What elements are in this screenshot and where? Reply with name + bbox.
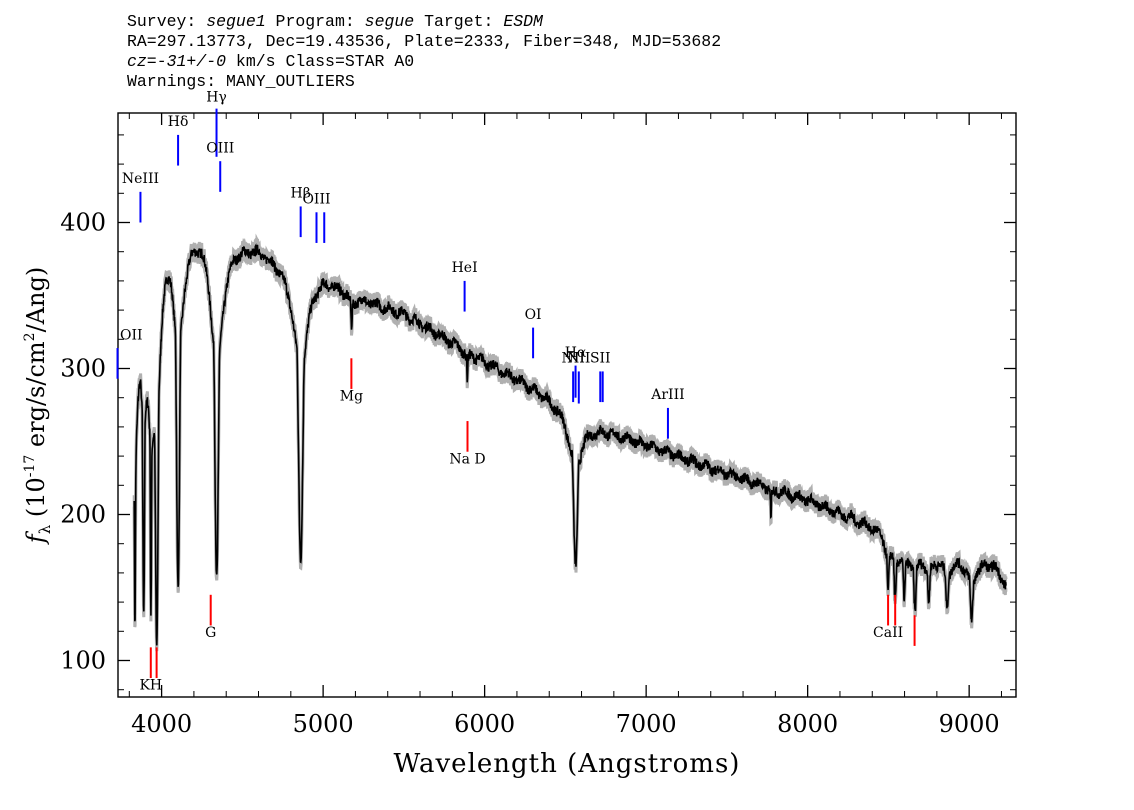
absorption-line-label: CaII — [873, 625, 903, 641]
target-value: ESDM — [503, 12, 543, 31]
y-tick-label: 100 — [60, 647, 106, 675]
program-value: segue — [364, 12, 415, 31]
target-label: Target: — [414, 12, 504, 31]
absorption-line-label: Na D — [449, 451, 485, 467]
emission-line-label: OII — [120, 327, 143, 343]
emission-line-label: OIII — [206, 140, 234, 156]
y-tick-label: 200 — [60, 501, 106, 529]
y-label-mid: erg/s/cm — [22, 341, 50, 455]
coordinates-line: RA=297.13773, Dec=19.43536, Plate=2333, … — [127, 32, 722, 51]
emission-line-label: NII — [567, 351, 590, 367]
y-tick-label: 400 — [60, 209, 106, 237]
emission-line-label: Hα — [565, 345, 587, 361]
cz-value: cz=-31+/-0 — [127, 52, 227, 71]
emission-line-label: NII — [561, 351, 584, 367]
emission-line-label: SII — [590, 351, 611, 367]
x-tick-label: 6000 — [454, 710, 515, 738]
plot-frame — [117, 112, 1017, 698]
absorption-line-label: G — [205, 625, 216, 641]
emission-line-label: OI — [525, 307, 542, 323]
emission-line-label: NeIII — [122, 171, 159, 187]
spectrum-header: Survey: segue1 Program: segue Target: ES… — [127, 12, 721, 92]
absorption-line-label: KH — [139, 678, 162, 694]
axis-ticks: 4000 5000 6000 7000 8000 9000 100 200 300 400 — [60, 113, 1016, 738]
flux-line — [133, 243, 1007, 646]
emission-line-label: ArIII — [650, 387, 684, 403]
x-axis-label: Wavelength (Angstroms) — [394, 749, 741, 779]
survey-label: Survey: — [127, 12, 207, 31]
x-tick-label: 7000 — [616, 710, 677, 738]
y-label-post: /Ang) — [22, 267, 50, 333]
x-tick-label: 4000 — [131, 710, 192, 738]
spectrum-trace — [133, 243, 1007, 646]
x-tick-label: 5000 — [293, 710, 354, 738]
survey-value: segue1 — [206, 12, 266, 31]
class-value: km/s Class=STAR A0 — [226, 52, 415, 71]
y-tick-label: 300 — [60, 355, 106, 383]
y-label-sub: λ — [36, 524, 54, 534]
x-tick-label: 8000 — [777, 710, 838, 738]
emission-line-label: OIII — [302, 192, 330, 208]
program-label: Program: — [265, 12, 365, 31]
error-lower — [132, 245, 1008, 652]
emission-line-label: Hδ — [168, 114, 189, 130]
warnings-line: Warnings: MANY_OUTLIERS — [127, 72, 355, 91]
redshift-line: cz=-31+/-0 km/s Class=STAR A0 — [127, 52, 721, 72]
y-label-exp2: 2 — [22, 332, 38, 341]
x-tick-label: 9000 — [939, 710, 1000, 738]
y-axis-label: fλ (10-17 erg/s/cm2/Ang) — [22, 267, 54, 545]
emission-line-label: Hβ — [291, 186, 311, 202]
y-label-pre: (10 — [22, 477, 50, 525]
error-upper — [132, 233, 1008, 640]
emission-line-label: HeI — [452, 260, 478, 276]
survey-line: Survey: segue1 Program: segue Target: ES… — [127, 12, 721, 32]
emission-line-label: Hγ — [206, 89, 227, 105]
y-label-exp: -17 — [22, 455, 38, 478]
absorption-line-label: Mg — [340, 389, 363, 405]
